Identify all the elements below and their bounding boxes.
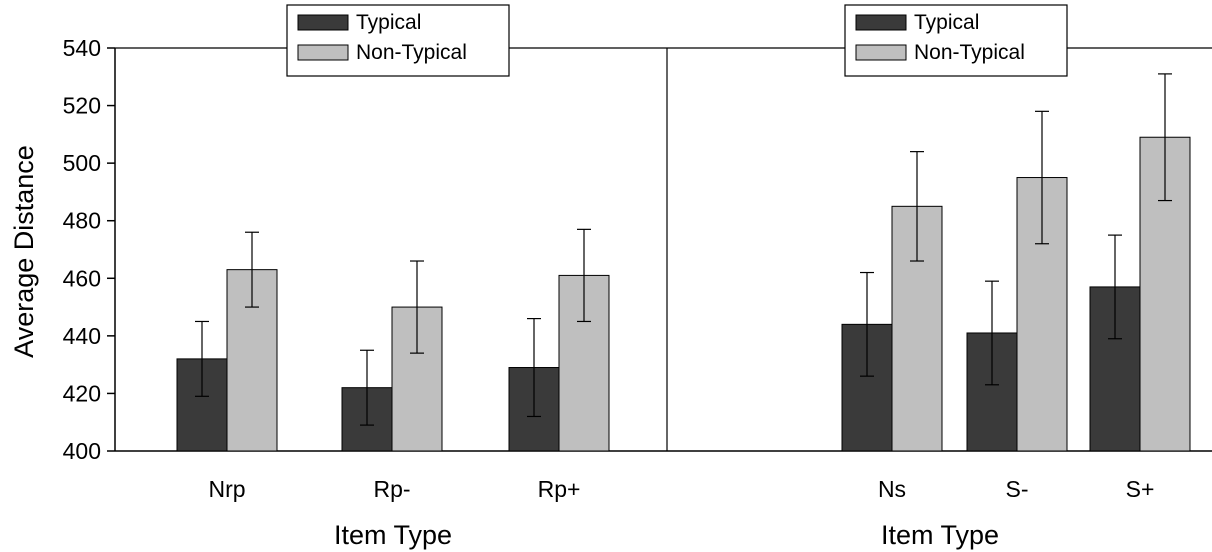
- category-label: S+: [1126, 476, 1155, 502]
- legend-right: Typical Non-Typical: [844, 4, 1068, 77]
- legend-swatch-non-typical: [855, 44, 907, 61]
- bars-group: [176, 136, 1191, 452]
- x-axis-title-right: Item Type: [881, 520, 999, 550]
- legend-label-non-typical: Non-Typical: [356, 41, 467, 64]
- legends-group: Typical Non-Typical Typical Non-Typical: [286, 4, 1068, 77]
- x-axis-title-left: Item Type: [334, 520, 452, 550]
- legend-swatch-typical: [297, 14, 349, 31]
- y-tick-label: 460: [63, 265, 101, 291]
- category-label: Ns: [878, 476, 906, 502]
- category-labels-group: Nrp Rp- Rp+ Ns S- S+: [208, 476, 1154, 502]
- y-tick-label: 540: [63, 35, 101, 61]
- category-label: S-: [1006, 476, 1029, 502]
- legend-label-non-typical: Non-Typical: [914, 41, 1025, 64]
- y-tick-label: 440: [63, 323, 101, 349]
- y-tick-label: 480: [63, 208, 101, 234]
- legend-label-typical: Typical: [914, 11, 979, 34]
- legend-swatch-non-typical: [297, 44, 349, 61]
- y-axis-title: Average Distance: [9, 145, 39, 358]
- legend-swatch-typical: [855, 14, 907, 31]
- y-ticks-group: 400 420 440 460 480 500 520 540: [63, 35, 115, 464]
- category-label: Nrp: [208, 476, 245, 502]
- category-label: Rp-: [373, 476, 410, 502]
- category-label: Rp+: [538, 476, 581, 502]
- y-tick-label: 520: [63, 93, 101, 119]
- error-bars-group: [195, 73, 1172, 426]
- y-tick-label: 400: [63, 438, 101, 464]
- legend-left: Typical Non-Typical: [286, 4, 510, 77]
- y-tick-label: 420: [63, 380, 101, 406]
- y-tick-label: 500: [63, 150, 101, 176]
- legend-label-typical: Typical: [356, 11, 421, 34]
